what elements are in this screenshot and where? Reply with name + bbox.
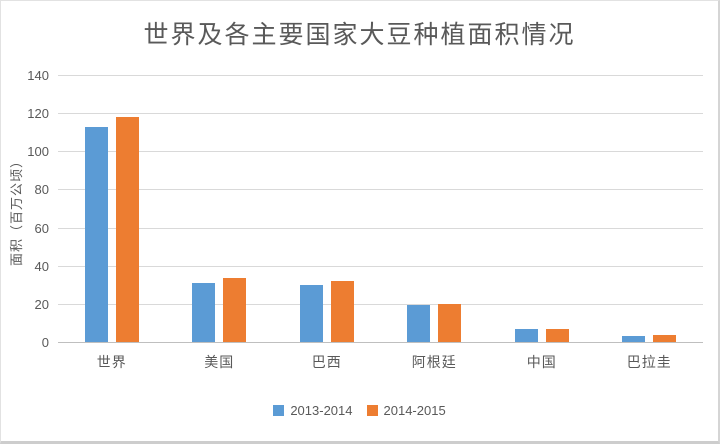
gridline (58, 303, 703, 305)
bar-group-世界 (58, 75, 166, 342)
bar-group-阿根廷 (381, 75, 489, 342)
legend-swatch-icon (273, 405, 285, 416)
legend-item-2013-2014: 2013-2014 (273, 403, 353, 418)
plot-area (58, 75, 703, 343)
legend-item-2014-2015: 2014-2015 (366, 403, 446, 418)
x-axis-category-labels: 世界 美国 巴西 阿根廷 中国 巴拉圭 (58, 352, 703, 372)
gridline (58, 227, 703, 229)
x-label-美国: 美国 (204, 354, 235, 370)
gridline (58, 113, 703, 115)
gridline (58, 189, 703, 191)
gridline (58, 151, 703, 153)
x-axis-line (58, 342, 703, 343)
x-label-巴西: 巴西 (311, 354, 342, 370)
bar-2014-2015-世界 (115, 116, 139, 342)
y-tick-label: 80 (34, 182, 49, 198)
bar-2013-2014-阿根廷 (407, 305, 431, 342)
bar-2013-2014-世界 (84, 126, 108, 342)
bar-2013-2014-巴拉圭 (622, 335, 646, 342)
y-tick-label: 120 (27, 106, 49, 122)
y-tick-label: 20 (34, 296, 49, 312)
gridline (58, 75, 703, 76)
legend: 2013-2014 2014-2015 (1, 403, 718, 418)
chart-title: 世界及各主要国家大豆种植面积情况 (143, 22, 576, 49)
bar-group-中国 (488, 75, 596, 342)
legend-swatch-icon (366, 405, 378, 416)
gridline (58, 265, 703, 267)
y-tick-label: 100 (27, 144, 49, 160)
x-label-中国: 中国 (526, 354, 557, 370)
legend-label: 2014-2015 (383, 403, 446, 418)
legend-label: 2013-2014 (290, 403, 353, 418)
x-label-阿根廷: 阿根廷 (411, 354, 457, 370)
bar-2013-2014-美国 (192, 282, 216, 342)
x-label-世界: 世界 (96, 354, 127, 370)
bar-groups (58, 75, 703, 342)
bar-2014-2015-美国 (223, 278, 247, 342)
x-label-巴拉圭: 巴拉圭 (626, 354, 672, 370)
bar-2014-2015-阿根廷 (438, 303, 462, 342)
bar-2013-2014-巴西 (299, 284, 323, 342)
bar-2013-2014-中国 (514, 328, 538, 342)
bar-2014-2015-巴拉圭 (653, 335, 677, 342)
bar-group-美国 (166, 75, 274, 342)
y-tick-label: 60 (34, 220, 49, 236)
y-tick-label: 0 (41, 335, 49, 350)
y-tick-label: 40 (34, 258, 49, 274)
y-tick-label: 140 (27, 68, 49, 83)
bar-2014-2015-巴西 (330, 280, 354, 342)
bar-group-巴拉圭 (596, 75, 704, 342)
bar-2014-2015-中国 (545, 328, 569, 342)
bar-group-巴西 (273, 75, 381, 342)
